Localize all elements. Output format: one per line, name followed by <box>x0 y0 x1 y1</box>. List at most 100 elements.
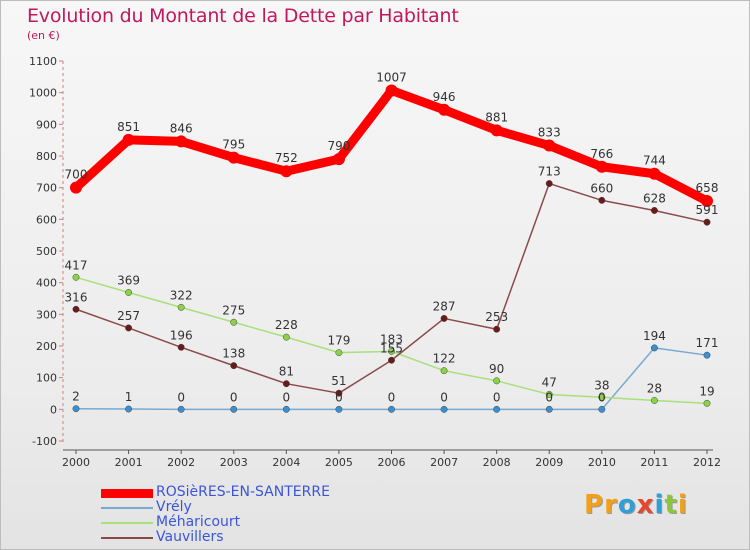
data-label: 47 <box>542 375 557 389</box>
data-point <box>175 135 188 148</box>
legend-swatch <box>101 507 153 509</box>
logo-letter: i <box>654 490 665 520</box>
logo-letter: r <box>604 490 618 520</box>
data-point <box>332 153 345 166</box>
data-point <box>703 351 711 359</box>
data-label: 1007 <box>376 70 407 84</box>
y-tick-label: 1000 <box>29 87 57 100</box>
data-point <box>335 389 343 397</box>
logo-letter: o <box>617 490 637 520</box>
x-tick-label: 2000 <box>62 456 90 469</box>
x-tick-label: 2007 <box>430 456 458 469</box>
legend-label: Vrély <box>156 499 192 515</box>
data-point <box>230 405 238 413</box>
data-point <box>598 405 606 413</box>
data-label: 122 <box>433 352 456 366</box>
data-label: 658 <box>696 181 719 195</box>
data-label: 744 <box>643 154 666 168</box>
data-point <box>388 405 395 413</box>
data-point <box>440 367 448 375</box>
data-point <box>545 180 553 188</box>
data-label: 851 <box>117 120 140 134</box>
x-tick-label: 2008 <box>483 456 511 469</box>
data-label: 316 <box>65 290 88 304</box>
data-label: 257 <box>117 309 140 323</box>
data-label: 81 <box>279 365 294 379</box>
data-label: 322 <box>170 288 193 302</box>
x-tick-label: 2011 <box>640 456 668 469</box>
legend-label: Vauvillers <box>156 529 224 545</box>
data-point <box>282 405 290 413</box>
legend-item: Vrély <box>101 499 361 517</box>
data-label: 275 <box>222 303 245 317</box>
data-point <box>125 324 133 332</box>
x-tick-label: 2001 <box>115 456 143 469</box>
data-label: 19 <box>699 384 714 398</box>
legend-item: ROSièRES-EN-SANTERRE <box>101 484 361 502</box>
y-tick-label: 400 <box>36 277 57 290</box>
y-tick-label: 900 <box>36 118 57 131</box>
data-point <box>598 196 606 204</box>
data-point <box>125 289 133 296</box>
data-label: 183 <box>380 332 403 346</box>
logo-letter: x <box>636 490 655 520</box>
data-point <box>122 133 135 146</box>
y-tick-label: 800 <box>36 150 57 163</box>
data-label: 0 <box>283 390 291 404</box>
data-label: 28 <box>647 381 662 395</box>
data-label: 194 <box>643 329 666 343</box>
data-point <box>177 303 185 311</box>
data-point <box>543 139 556 152</box>
data-label: 0 <box>388 390 396 404</box>
data-label: 0 <box>440 390 448 404</box>
data-label: 0 <box>493 390 501 404</box>
data-point <box>230 318 238 326</box>
data-point <box>648 167 661 180</box>
data-point <box>438 103 451 116</box>
data-label: 881 <box>485 110 508 124</box>
data-label: 0 <box>545 390 553 404</box>
legend-label: Méharicourt <box>156 514 241 530</box>
data-label: 660 <box>590 181 613 195</box>
data-point <box>72 273 80 281</box>
data-label: 766 <box>590 147 613 161</box>
data-label: 228 <box>275 318 298 332</box>
y-tick-label: 200 <box>36 340 57 353</box>
data-point <box>70 181 82 194</box>
x-tick-label: 2002 <box>167 456 195 469</box>
data-label: 795 <box>222 138 245 152</box>
legend-swatch <box>101 488 153 498</box>
logo-letter: t <box>664 490 678 520</box>
x-tick-label: 2009 <box>535 456 563 469</box>
x-tick-label: 2004 <box>272 456 300 469</box>
logo-letter: i <box>677 490 688 520</box>
y-tick-label: 100 <box>36 372 57 385</box>
data-label: 0 <box>598 390 606 404</box>
data-label: 700 <box>65 168 88 182</box>
y-tick-label: 500 <box>36 245 57 258</box>
data-point <box>598 393 606 401</box>
data-point <box>177 343 185 351</box>
legend-item: Méharicourt <box>101 514 361 532</box>
data-label: 369 <box>117 273 140 287</box>
data-point <box>227 151 240 164</box>
y-tick-label: 300 <box>36 308 57 321</box>
data-label: 628 <box>643 191 666 205</box>
data-point <box>595 160 608 173</box>
data-label: 0 <box>335 390 343 404</box>
data-point <box>125 405 133 413</box>
chart-title: Evolution du Montant de la Dette par Hab… <box>27 5 459 27</box>
data-point <box>72 405 80 413</box>
data-label: 155 <box>380 341 403 355</box>
data-point <box>282 380 290 388</box>
data-label: 38 <box>594 378 609 392</box>
y-tick-label: -100 <box>32 435 57 448</box>
data-point <box>701 194 713 207</box>
y-tick-label: 600 <box>36 213 57 226</box>
data-point <box>650 397 658 404</box>
data-label: 253 <box>485 310 508 324</box>
data-point <box>493 325 501 333</box>
data-label: 2 <box>72 390 80 404</box>
